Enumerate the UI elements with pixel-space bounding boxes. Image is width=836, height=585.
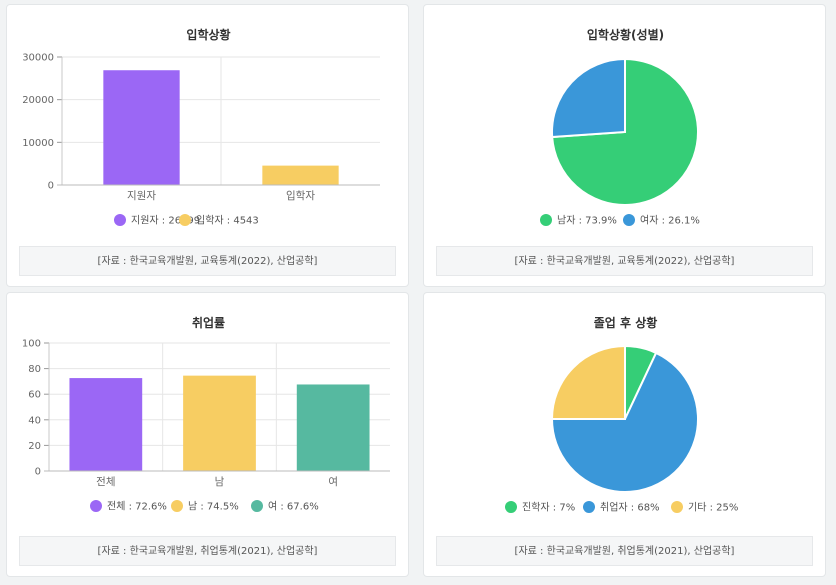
chart-title: 취업률 <box>192 315 225 330</box>
legend-label: 남 : 74.5% <box>188 501 239 513</box>
legend-marker <box>671 501 683 513</box>
source-note: [자료 : 한국교육개발원, 교육통계(2022), 산업공학] <box>19 246 396 276</box>
y-tick-label: 20 <box>28 441 41 452</box>
legend-label: 여자 : 26.1% <box>640 215 700 227</box>
legend-marker <box>171 500 183 512</box>
pie-slice-여자 <box>551 57 626 139</box>
y-tick-label: 10000 <box>22 138 54 149</box>
y-tick-label: 20000 <box>22 95 54 106</box>
employment-bar-chart: 취업률 0 20 40 60 80 100 전체 남 여전체 : 72.6% 남 : 74.5% 여 … <box>22 315 390 513</box>
x-category-label: 여 <box>328 476 338 488</box>
legend-marker <box>505 501 517 513</box>
y-tick-label: 40 <box>28 415 41 426</box>
legend-label: 취업자 : 68% <box>600 501 660 514</box>
legend-marker <box>90 500 102 512</box>
legend-marker <box>623 214 635 226</box>
chart-title: 졸업 후 상황 <box>594 315 658 330</box>
admission-status-card: 입학상황 0 10000 20000 30000 지원자 입학자 지원자 : 26899 입학자… <box>6 4 409 287</box>
legend-marker <box>583 501 595 513</box>
y-tick-label: 0 <box>35 467 41 478</box>
y-tick-label: 100 <box>22 339 41 350</box>
y-tick-label: 30000 <box>22 53 54 64</box>
pie-slice-기타 <box>550 344 626 420</box>
y-tick-label: 60 <box>28 390 41 401</box>
legend-label: 남자 : 73.9% <box>557 215 617 227</box>
x-category-label: 지원자 <box>127 190 156 202</box>
bar-입학자 <box>262 165 339 185</box>
pie-slice-취업자 <box>550 351 699 493</box>
bar-남 <box>183 375 256 471</box>
legend-marker <box>179 214 191 226</box>
x-category-label: 입학자 <box>286 189 315 202</box>
legend-label: 진학자 : 7% <box>522 502 575 514</box>
bar-여 <box>296 384 370 471</box>
legend-marker <box>114 214 126 226</box>
legend-label: 여 : 67.6% <box>268 501 319 513</box>
legend-marker <box>251 500 263 512</box>
legend-label: 기타 : 25% <box>688 502 738 514</box>
legend-marker <box>540 214 552 226</box>
bar-전체 <box>69 378 143 471</box>
chart-title: 입학상황 <box>186 27 230 42</box>
x-category-label: 남 <box>215 476 225 488</box>
admission-gender-pie-chart: 입학상황(성별) 남자 : 73.9% 여자 : 26.1% <box>540 27 700 227</box>
chart-title: 입학상황(성별) <box>587 27 664 42</box>
legend-label: 전체 : 72.6% <box>107 501 167 513</box>
y-tick-label: 0 <box>48 181 54 192</box>
y-tick-label: 80 <box>28 364 41 375</box>
source-note: [자료 : 한국교육개발원, 교육통계(2022), 산업공학] <box>436 246 813 276</box>
legend-label: 입학자 : 4543 <box>196 214 259 227</box>
source-note: [자료 : 한국교육개발원, 취업통계(2021), 산업공학] <box>436 536 813 566</box>
source-note: [자료 : 한국교육개발원, 취업통계(2021), 산업공학] <box>19 536 396 566</box>
bar-지원자 <box>103 70 180 185</box>
x-category-label: 전체 <box>96 476 115 488</box>
admission-gender-card: 입학상황(성별) 남자 : 73.9% 여자 : 26.1% [자료 : 한국교육개… <box>423 4 826 287</box>
